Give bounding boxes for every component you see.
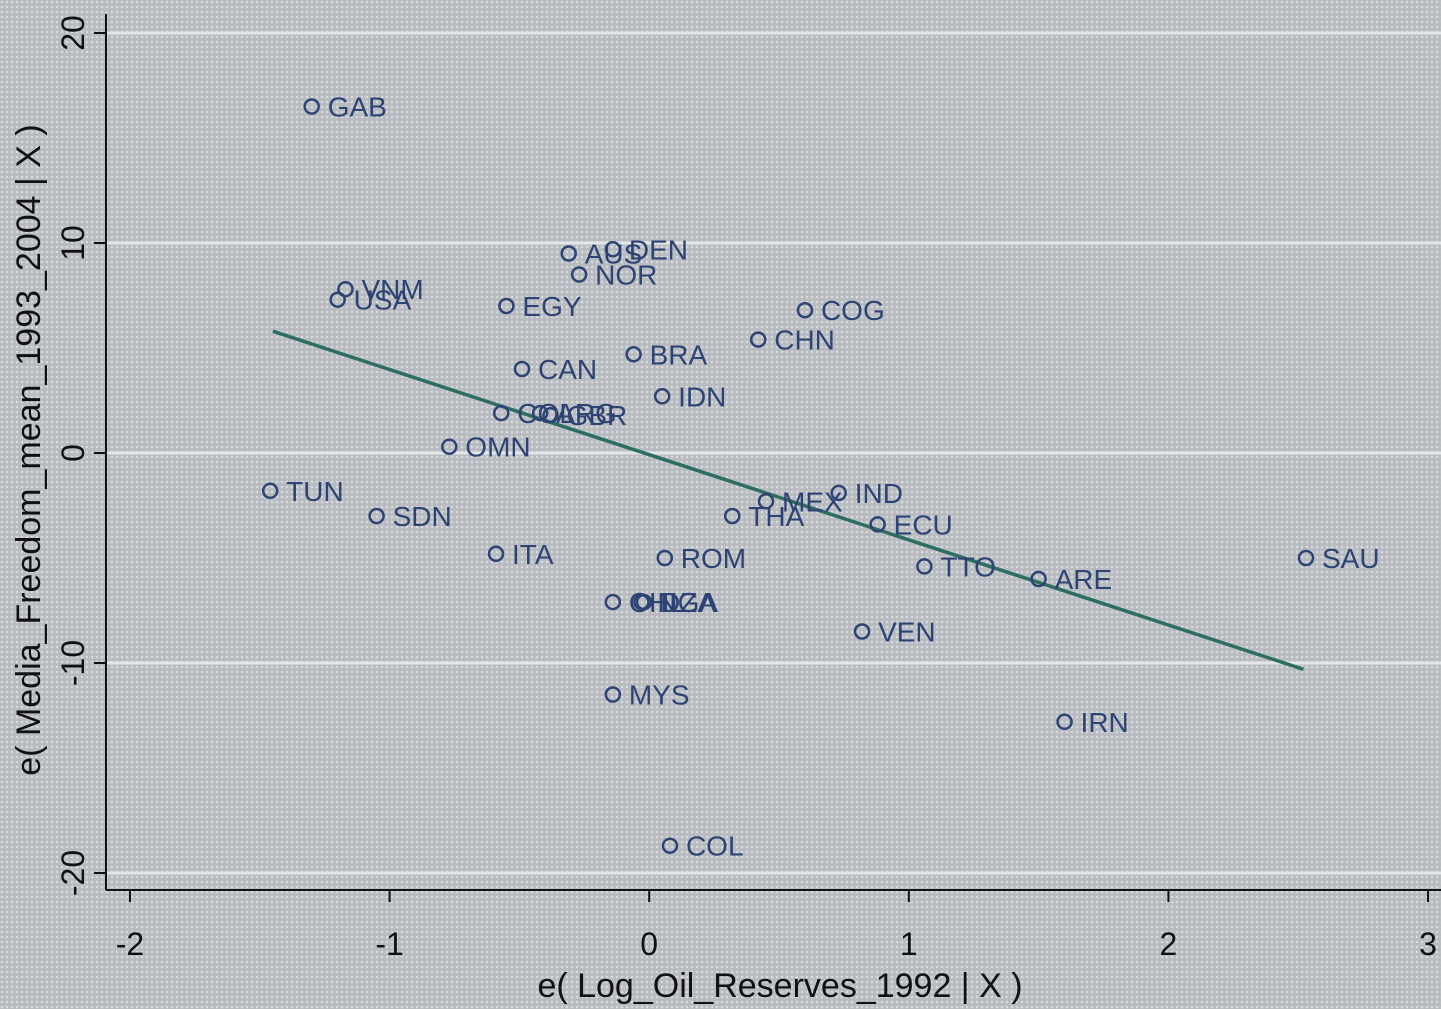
y-tick-label: -10 [55, 640, 91, 686]
y-tick-label: -20 [55, 850, 91, 896]
scatter-point [869, 516, 886, 533]
point-label: IDN [678, 381, 726, 412]
scatter-point [337, 280, 354, 298]
scatter-point [757, 493, 775, 510]
scatter-point [1056, 713, 1073, 731]
point-label: AUS [585, 239, 643, 270]
fit-line [272, 329, 1304, 671]
y-tick-label: 10 [55, 225, 91, 261]
scatter-point [724, 507, 741, 525]
point-label: MEX [782, 486, 843, 517]
scatter-point [261, 482, 279, 500]
point-label: TTO [940, 551, 995, 582]
point-label: TUN [286, 476, 344, 507]
point-label: IND [855, 478, 903, 509]
scatter-point [653, 388, 671, 405]
point-label: THA [748, 501, 804, 532]
point-label: ECU [894, 509, 953, 540]
point-label: MYS [629, 680, 690, 711]
scatter-point [492, 404, 510, 422]
point-label: CAN [538, 354, 597, 385]
point-label: SAU [1322, 543, 1380, 574]
scatter-point [329, 291, 346, 308]
point-label: GAB [328, 92, 387, 123]
point-label: ITA [512, 539, 554, 570]
point-label: ROM [681, 543, 746, 574]
y-tick-label: 20 [55, 15, 91, 51]
x-tick-label: 0 [640, 926, 658, 962]
scatter-point [531, 404, 549, 422]
point-label: SDN [393, 501, 452, 532]
scatter-point [796, 301, 814, 319]
scatter-point [604, 686, 622, 703]
y-axis-title: e( Media_Freedom_mean_1993_2004 | X ) [10, 124, 48, 775]
scatter-point [749, 331, 767, 348]
y-tick-label: 0 [55, 444, 91, 462]
point-label: GBR [567, 400, 628, 431]
scatter-point [441, 438, 458, 455]
point-label: NOR [595, 260, 657, 291]
point-label: EGY [522, 291, 581, 322]
point-label: USA [354, 285, 412, 316]
point-label: CHN [774, 325, 835, 356]
scatter-point [513, 360, 531, 378]
scatter-point [656, 549, 674, 567]
scatter-point [570, 266, 588, 283]
gridlines [106, 31, 1441, 875]
scatter-point [1030, 570, 1047, 588]
point-label: VEN [878, 617, 936, 648]
scatter-point [853, 623, 871, 640]
scatter-point [604, 593, 622, 611]
scatter-point [303, 98, 320, 115]
point-label: BRA [650, 339, 708, 370]
point-label: NGA [657, 587, 718, 618]
scatter-point [542, 406, 559, 424]
scatter-point [633, 593, 650, 611]
scatter-point [487, 545, 505, 563]
scatter-point [661, 837, 679, 854]
point-label: DEN [629, 234, 688, 265]
point-label: IRN [1081, 707, 1129, 738]
scatter-point [498, 297, 515, 315]
x-tick-label: -1 [375, 926, 403, 962]
point-label: VNM [361, 274, 423, 305]
x-tick-label: 2 [1160, 926, 1178, 962]
scatter-point [830, 484, 847, 502]
x-tick-label: -2 [116, 926, 144, 962]
scatter-point [604, 241, 622, 258]
point-label: DZA [660, 587, 716, 618]
point-label: COG [821, 295, 885, 326]
fit-line-group [272, 329, 1304, 671]
scatter-point [916, 558, 933, 575]
x-tick-label: 1 [900, 926, 918, 962]
x-axis-title: e( Log_Oil_Reserves_1992 | X ) [537, 967, 1022, 1005]
point-label: OMN [465, 432, 530, 463]
point-label: ARG [556, 398, 617, 429]
point-label: ARE [1055, 564, 1113, 595]
scatter-point [625, 346, 642, 363]
scatter-point [1297, 549, 1315, 567]
x-tick-label: 3 [1419, 926, 1437, 962]
scatter-point [560, 245, 577, 262]
scatter-point [368, 507, 385, 525]
point-label: COL [686, 831, 744, 862]
